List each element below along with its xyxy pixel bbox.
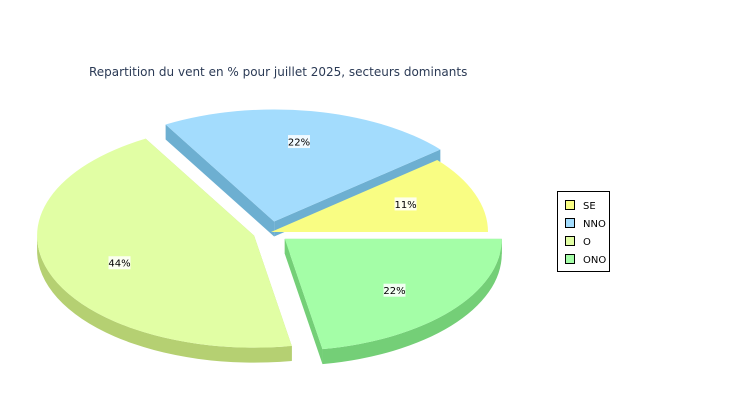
data-label-ono: 22% xyxy=(383,286,405,297)
data-label-o: 44% xyxy=(108,259,130,270)
legend-label-se: SE xyxy=(583,201,596,212)
data-label-bg-ono xyxy=(383,283,406,297)
legend-label-o: O xyxy=(583,237,591,248)
pie-cut-ono-0 xyxy=(284,238,323,365)
legend-label-nno: NNO xyxy=(583,219,606,230)
legend-swatch-ono xyxy=(565,254,575,264)
legend-swatch-se xyxy=(565,200,575,210)
legend-swatch-o xyxy=(565,236,575,246)
legend: SE NNO O ONO xyxy=(557,191,610,272)
data-label-bg-o xyxy=(108,256,131,270)
legend-label-ono: ONO xyxy=(583,255,606,266)
pie-side-ono xyxy=(322,238,502,365)
pie-cut-nno-1 xyxy=(165,124,275,237)
data-label-se: 11% xyxy=(394,200,416,211)
pie-slice-nno xyxy=(165,109,441,222)
pie-side-o xyxy=(37,235,292,363)
legend-swatch-nno xyxy=(565,218,575,228)
pie-slice-o xyxy=(37,138,292,348)
pie-slice-se xyxy=(271,160,488,232)
chart-title: Repartition du vent en % pour juillet 20… xyxy=(89,65,467,79)
data-labels: 11% 22% 44% 22% xyxy=(108,135,417,297)
data-label-bg-nno xyxy=(287,135,310,149)
data-label-nno: 22% xyxy=(288,138,310,149)
data-label-bg-se xyxy=(394,197,417,211)
